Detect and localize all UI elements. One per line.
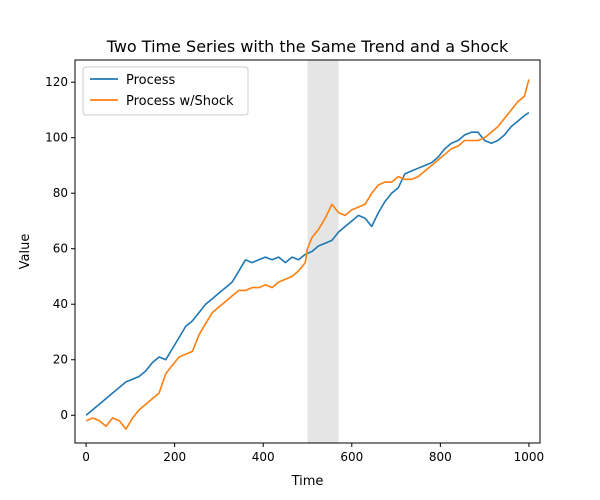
series-line-process: [85, 112, 530, 416]
x-tick-label: 400: [252, 450, 275, 464]
legend: Process Process w/Shock: [82, 66, 249, 116]
legend-box: [82, 66, 249, 116]
y-tick-label: 60: [53, 242, 68, 256]
series-line-process-with-shock: [85, 79, 530, 430]
x-axis-label: Time: [291, 474, 324, 489]
x-tick-label: 1000: [514, 450, 545, 464]
x-tick-label: 600: [340, 450, 363, 464]
y-axis-label: Value: [18, 234, 33, 270]
y-axis-ticks: 0 20 40 60 80 100 120: [45, 75, 75, 422]
y-tick-label: 20: [53, 353, 68, 367]
series-lines: [85, 79, 530, 430]
x-tick-label: 800: [429, 450, 452, 464]
x-tick-label: 0: [82, 450, 90, 464]
y-tick-label: 120: [45, 75, 68, 89]
y-tick-label: 80: [53, 186, 68, 200]
legend-label: Process: [126, 73, 176, 88]
y-tick-label: 40: [53, 297, 68, 311]
plot-frame: [74, 59, 541, 444]
y-tick-label: 100: [45, 131, 68, 145]
legend-label: Process w/Shock: [126, 94, 234, 109]
y-tick-label: 0: [60, 408, 68, 422]
x-axis-ticks: 0 200 400 600 800 1000: [82, 443, 544, 464]
x-tick-label: 200: [163, 450, 186, 464]
chart-title: Two Time Series with the Same Trend and …: [106, 37, 509, 56]
